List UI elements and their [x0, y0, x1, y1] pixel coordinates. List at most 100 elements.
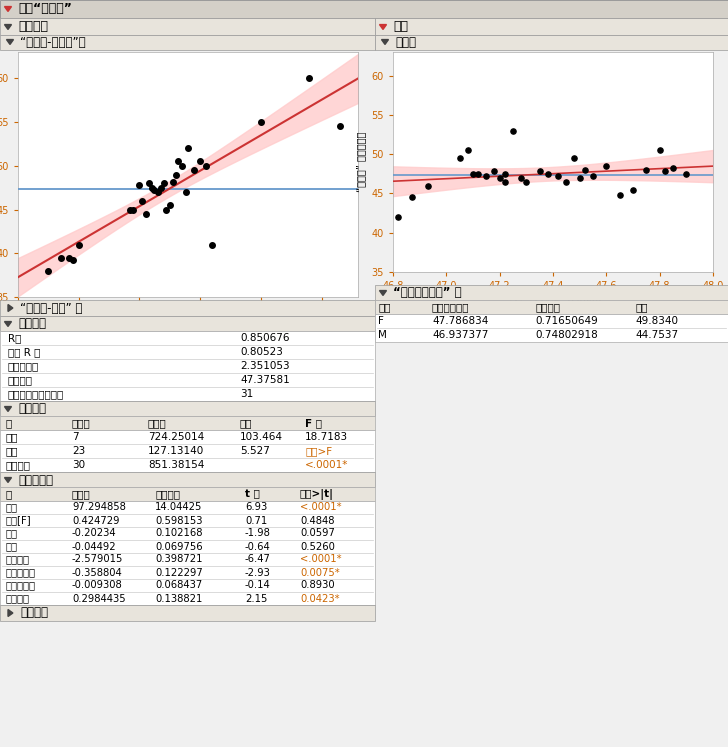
Point: [207, 238, 218, 250]
X-axis label: 吸氧量 预测值 RMSE =2.3511 RSq=0.85 p
値<.0001: 吸氧量 预测值 RMSE =2.3511 RSq=0.85 p 値<.0001: [100, 320, 276, 342]
Point: [334, 120, 346, 132]
Point: [156, 182, 167, 193]
Point: [73, 238, 84, 250]
Text: <.0001*: <.0001*: [305, 460, 349, 470]
Point: [579, 164, 591, 176]
Text: 误差: 误差: [5, 446, 17, 456]
Text: 观测数（或权重和）: 观测数（或权重和）: [8, 389, 64, 399]
Point: [499, 176, 511, 187]
Point: [67, 254, 79, 266]
Text: 截距: 截距: [5, 503, 17, 512]
Text: 0.068437: 0.068437: [155, 580, 202, 590]
Text: t 比: t 比: [245, 489, 260, 499]
Text: 7: 7: [72, 432, 79, 442]
Point: [569, 152, 580, 164]
Point: [628, 184, 639, 196]
Text: 杠杆图: 杠杆图: [395, 36, 416, 49]
Text: 调整 R 方: 调整 R 方: [8, 347, 40, 357]
Point: [574, 172, 585, 184]
Text: -2.93: -2.93: [245, 568, 271, 577]
Text: 103.464: 103.464: [240, 432, 283, 442]
Point: [641, 164, 652, 176]
Text: 0.71: 0.71: [245, 515, 267, 525]
Text: 性别: 性别: [393, 20, 408, 34]
Point: [488, 165, 500, 177]
Text: 23: 23: [72, 446, 85, 456]
Text: 响应均値: 响应均値: [8, 375, 33, 385]
Text: -1.98: -1.98: [245, 528, 271, 539]
Point: [681, 168, 692, 180]
Text: 0.102168: 0.102168: [155, 528, 202, 539]
Point: [392, 211, 404, 223]
Point: [304, 72, 315, 84]
Point: [422, 179, 433, 191]
Text: 水平: 水平: [378, 302, 390, 312]
Point: [601, 160, 612, 172]
Text: -0.20234: -0.20234: [72, 528, 116, 539]
Text: 0.0597: 0.0597: [300, 528, 335, 539]
Point: [182, 142, 194, 154]
Point: [152, 186, 164, 198]
Text: 0.5260: 0.5260: [300, 542, 335, 551]
Point: [146, 182, 157, 193]
Text: -2.579015: -2.579015: [72, 554, 123, 565]
Text: “预测值-实际值”图: “预测值-实际值”图: [20, 36, 86, 49]
Text: 均方: 均方: [240, 418, 253, 428]
Text: 估计値: 估计値: [72, 489, 91, 499]
Text: -6.47: -6.47: [245, 554, 271, 565]
Text: 最小二乘均値: 最小二乘均値: [432, 302, 470, 312]
Text: 0.0075*: 0.0075*: [300, 568, 340, 577]
Text: 2.351053: 2.351053: [240, 361, 290, 371]
Text: 标准误差: 标准误差: [535, 302, 560, 312]
Point: [55, 252, 66, 264]
Point: [494, 172, 505, 184]
Point: [143, 177, 155, 189]
Text: 响应“吸氧量”: 响应“吸氧量”: [18, 2, 72, 16]
Text: 拟合汇总: 拟合汇总: [18, 317, 46, 330]
Text: 0.069756: 0.069756: [155, 542, 202, 551]
Text: 0.122297: 0.122297: [155, 568, 203, 577]
Text: 18.7183: 18.7183: [305, 432, 348, 442]
Text: 平方和: 平方和: [148, 418, 167, 428]
Point: [136, 195, 148, 207]
Point: [507, 125, 519, 137]
Point: [176, 160, 188, 172]
Text: 31: 31: [240, 389, 253, 399]
Text: 休息时脉搏: 休息时脉搏: [5, 580, 35, 590]
Text: 127.13140: 127.13140: [148, 446, 205, 456]
Text: 整体模型: 整体模型: [18, 20, 48, 34]
Point: [189, 164, 200, 176]
Point: [140, 208, 151, 220]
Text: 97.294858: 97.294858: [72, 503, 126, 512]
Point: [454, 152, 465, 164]
Text: 概率>F: 概率>F: [305, 446, 332, 456]
Point: [160, 203, 172, 215]
Text: 方差分析: 方差分析: [18, 403, 46, 415]
Point: [667, 162, 678, 174]
Text: 2.15: 2.15: [245, 594, 267, 604]
Text: F 比: F 比: [305, 418, 322, 428]
Point: [614, 189, 625, 201]
Point: [654, 144, 665, 156]
Point: [164, 199, 175, 211]
Text: -0.009308: -0.009308: [72, 580, 123, 590]
Text: 参数估计値: 参数估计値: [18, 474, 53, 486]
Text: 效应检验: 效应检验: [20, 607, 48, 619]
Point: [158, 177, 170, 189]
Text: <.0001*: <.0001*: [300, 503, 341, 512]
X-axis label: “性别” 杠杆率，P=0.4848: “性别” 杠杆率，P=0.4848: [505, 295, 601, 306]
Point: [542, 168, 553, 180]
Text: -0.04492: -0.04492: [72, 542, 116, 551]
Point: [561, 176, 572, 187]
Point: [515, 172, 527, 184]
Text: 0.8930: 0.8930: [300, 580, 335, 590]
Point: [255, 116, 266, 128]
Point: [659, 165, 670, 177]
Point: [534, 165, 545, 177]
Text: 44.7537: 44.7537: [635, 330, 678, 340]
Point: [63, 252, 75, 264]
Text: 14.04425: 14.04425: [155, 503, 202, 512]
Text: 49.8340: 49.8340: [635, 316, 678, 326]
Text: 724.25014: 724.25014: [148, 432, 205, 442]
Text: 校正总和: 校正总和: [5, 460, 30, 470]
